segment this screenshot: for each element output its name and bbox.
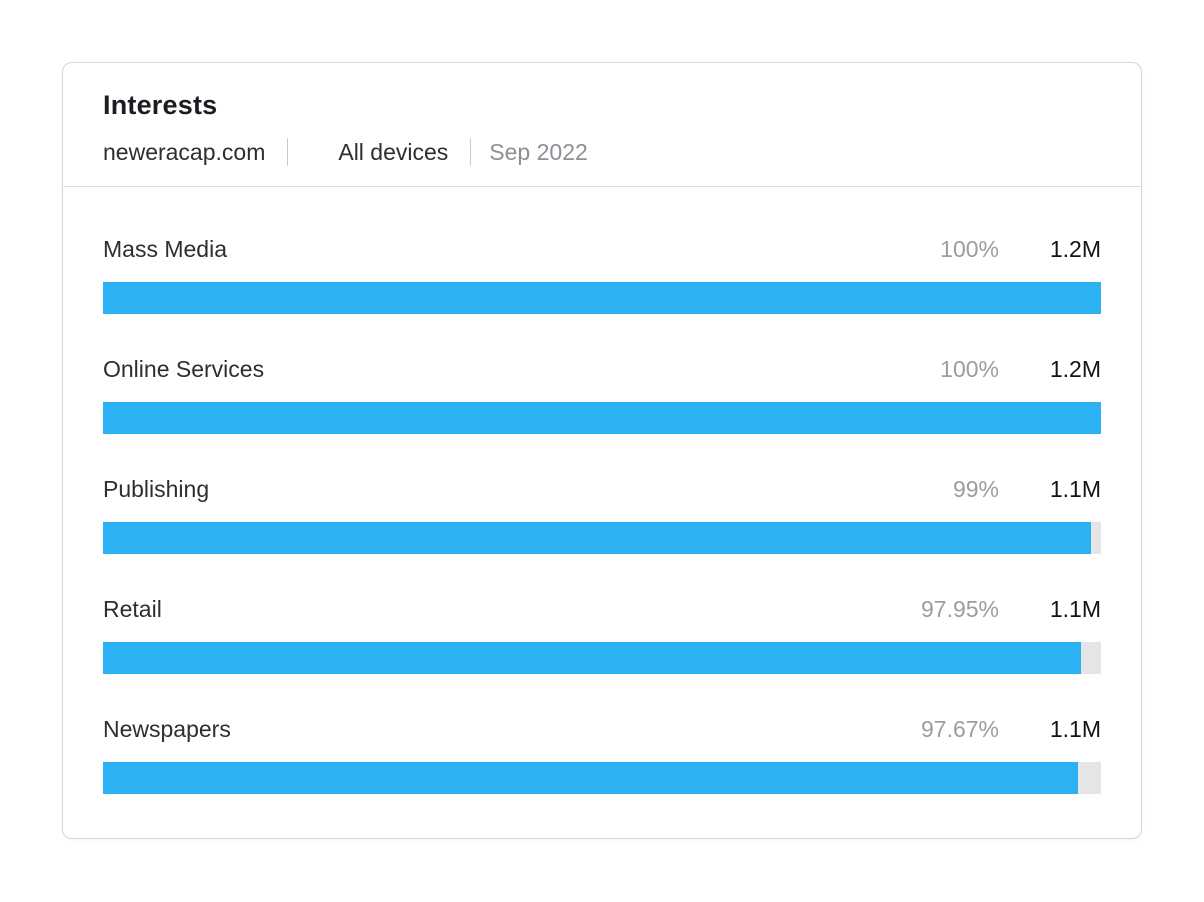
interest-bar-fill [103, 522, 1092, 554]
domain-label: neweracap.com [103, 139, 266, 165]
interest-percent-value: 99% [952, 476, 999, 502]
interest-category-label: Mass Media [103, 236, 227, 262]
interest-category-label: Online Services [103, 356, 265, 382]
interest-bar-fill [103, 762, 1078, 794]
interest-audience-value: 1.1M [1049, 476, 1101, 502]
interest-bar-track [103, 402, 1101, 434]
interest-row: Retail 97.95% 1.1M [103, 594, 1101, 674]
interest-audience-value: 1.1M [1049, 716, 1101, 742]
interest-row-metrics: 100% 1.2M [940, 354, 1101, 384]
interest-row: Online Services 100% 1.2M [103, 354, 1101, 434]
interest-row-header: Retail 97.95% 1.1M [103, 594, 1101, 624]
interest-percent-value: 100% [940, 236, 999, 262]
interest-bar-fill [103, 642, 1081, 674]
interest-bar-fill [103, 402, 1101, 434]
device-filter-label: All devices [338, 139, 449, 165]
interests-list: Mass Media 100% 1.2M Online Services [63, 187, 1141, 833]
interest-category-label: Newspapers [103, 716, 231, 742]
interest-percent-value: 100% [940, 356, 999, 382]
interest-row: Publishing 99% 1.1M [103, 474, 1101, 554]
interest-category-label: Retail [103, 596, 162, 622]
interest-category-label: Publishing [103, 476, 210, 502]
interest-audience-value: 1.2M [1049, 356, 1101, 382]
interest-audience-value: 1.1M [1049, 596, 1101, 622]
interest-bar-track [103, 522, 1101, 554]
interest-row-metrics: 99% 1.1M [953, 474, 1101, 504]
interest-row-metrics: 97.67% 1.1M [921, 714, 1101, 744]
card-title: Interests [103, 90, 218, 120]
interest-row: Newspapers 97.67% 1.1M [103, 714, 1101, 794]
subtitle-divider [287, 138, 289, 166]
interest-bar-fill [103, 282, 1101, 314]
interest-bar-track [103, 282, 1101, 314]
interest-percent-value: 97.95% [920, 596, 999, 622]
interests-card: Interests neweracap.com All devices Sep … [62, 62, 1142, 839]
period-label: Sep 2022 [489, 139, 588, 165]
interest-audience-value: 1.2M [1049, 236, 1101, 262]
interest-row-metrics: 100% 1.2M [940, 234, 1101, 264]
interest-bar-track [103, 762, 1101, 794]
interest-row-header: Mass Media 100% 1.2M [103, 234, 1101, 264]
interest-row-header: Newspapers 97.67% 1.1M [103, 714, 1101, 744]
interest-row-header: Publishing 99% 1.1M [103, 474, 1101, 504]
interest-row-metrics: 97.95% 1.1M [921, 594, 1101, 624]
interest-bar-track [103, 642, 1101, 674]
interest-row-header: Online Services 100% 1.2M [103, 354, 1101, 384]
interest-percent-value: 97.67% [920, 716, 999, 742]
subtitle-divider [470, 138, 472, 166]
card-subtitle: neweracap.com All devices Sep 2022 [103, 137, 1101, 167]
interest-row: Mass Media 100% 1.2M [103, 234, 1101, 314]
card-header: Interests neweracap.com All devices Sep … [63, 63, 1141, 187]
